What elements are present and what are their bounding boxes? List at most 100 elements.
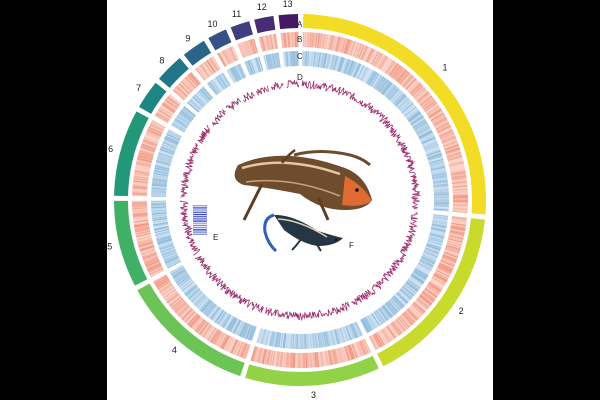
track-c-bin	[284, 333, 288, 349]
track-c-bin	[231, 318, 239, 333]
track-b-bin	[140, 146, 155, 153]
track-b-bin	[196, 320, 207, 334]
track-b-bin	[448, 235, 464, 241]
track-b-bin	[273, 33, 277, 49]
track-b-bin	[442, 255, 457, 262]
track-c-bin	[430, 164, 445, 169]
track-c-bin	[302, 51, 304, 67]
track-c-bin	[181, 109, 194, 120]
track-b-bin	[185, 76, 197, 89]
block-e-line	[193, 209, 207, 211]
track-b-bin	[141, 144, 156, 151]
track-b-bin	[200, 63, 211, 77]
track-c-bin	[429, 161, 445, 166]
track-b-bin	[404, 77, 416, 90]
block-e-line	[193, 224, 207, 227]
track-b-bin	[237, 43, 245, 59]
track-c-bin	[204, 303, 216, 316]
track-b-bin	[408, 307, 420, 319]
track-c-bin	[374, 76, 385, 90]
track-b-bin	[285, 32, 289, 48]
track-label-d: D	[297, 73, 303, 82]
track-c-bin	[387, 300, 399, 313]
track-c-bin	[217, 311, 228, 325]
track-c-bin	[404, 107, 418, 118]
track-c-bin	[151, 204, 167, 207]
track-c-bin	[333, 329, 339, 345]
track-b-bin	[264, 349, 269, 365]
track-d-line-13	[286, 79, 300, 89]
track-b-bin	[334, 348, 339, 364]
track-c-bin	[423, 250, 439, 257]
track-b-bin	[132, 211, 148, 215]
track-b-bin	[173, 88, 186, 100]
track-c-bin	[152, 177, 168, 181]
track-c-bin	[433, 196, 449, 198]
track-c-bin	[399, 288, 412, 300]
track-b-bin	[449, 231, 465, 236]
track-c-bin	[433, 187, 449, 190]
track-c-bin	[432, 216, 448, 219]
track-c-bin	[428, 237, 444, 243]
track-c-bin	[181, 281, 195, 292]
track-b-bin	[158, 282, 172, 292]
track-b-bin	[398, 71, 410, 84]
track-b-bin	[437, 126, 452, 134]
track-c-bin	[353, 63, 361, 78]
track-c-bin	[169, 265, 184, 274]
track-c-bin	[166, 259, 181, 267]
track-c-bin	[174, 271, 188, 281]
track-c-bin	[384, 303, 395, 316]
track-b-bin	[175, 86, 187, 98]
track-b-bin	[281, 352, 285, 368]
track-c-bin	[335, 56, 341, 71]
track-b-bin	[268, 350, 273, 366]
track-c-bin	[328, 330, 333, 346]
track-c-bin	[342, 326, 348, 342]
track-b-bin	[157, 109, 171, 119]
track-b-bin	[251, 346, 257, 362]
track-b-bin	[441, 135, 456, 143]
track-c-bin	[279, 332, 283, 348]
track-b-bin	[432, 115, 446, 125]
track-c-bin	[162, 140, 178, 148]
track-b-bin	[240, 42, 248, 57]
track-b-bin	[263, 349, 268, 365]
track-c-bin	[158, 241, 173, 247]
track-c-bin	[242, 323, 250, 339]
track-b-bin	[193, 318, 205, 331]
track-b-bin	[189, 72, 201, 85]
track-c-bin	[218, 312, 228, 326]
track-c-bin	[336, 56, 342, 72]
track-c-bin	[433, 199, 449, 201]
track-c-bin	[366, 315, 376, 330]
track-b-bin	[334, 36, 340, 52]
track-c-bin	[190, 98, 203, 110]
track-c-bin	[398, 290, 410, 302]
track-d-line-3	[265, 301, 350, 322]
track-b-bin	[170, 297, 183, 308]
track-c-bin	[323, 331, 327, 347]
inner-label-e: E	[213, 233, 218, 242]
track-b-bin	[163, 289, 177, 300]
track-b-bin	[132, 206, 148, 209]
track-c-bin	[383, 304, 394, 317]
track-b-bin	[410, 83, 422, 95]
track-c-bin	[272, 53, 276, 69]
track-b-bin	[380, 57, 390, 71]
track-b-bin	[166, 292, 180, 303]
track-b-bin	[208, 328, 218, 342]
track-b-bin	[403, 311, 415, 324]
track-b-bin	[363, 338, 372, 353]
track-c-bin	[156, 236, 172, 242]
track-c-bin	[183, 106, 197, 117]
track-b-bin	[204, 325, 214, 339]
track-c-bin	[187, 288, 200, 299]
track-c-bin	[157, 154, 173, 161]
track-c-bin	[320, 52, 325, 68]
track-c-bin	[332, 329, 338, 345]
track-b-bin	[452, 216, 468, 219]
track-c-bin	[432, 174, 448, 179]
track-c-bin	[326, 331, 331, 347]
